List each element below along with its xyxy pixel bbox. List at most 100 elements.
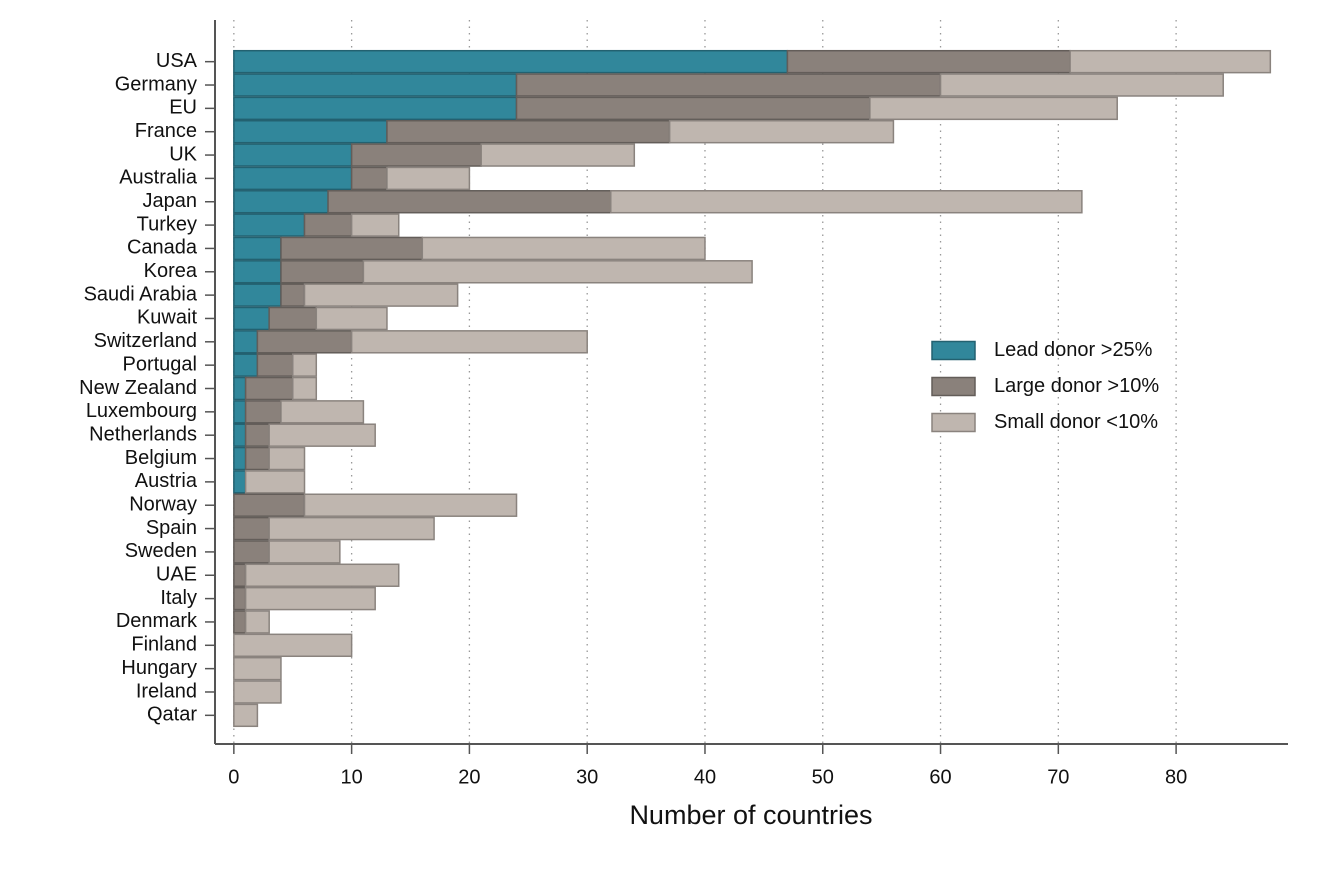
bar-segment bbox=[233, 540, 270, 564]
legend-swatch bbox=[931, 340, 976, 361]
bar-segment bbox=[233, 213, 306, 237]
y-tick-label: USA bbox=[156, 50, 198, 72]
bar-segment bbox=[268, 540, 341, 564]
bar-segment bbox=[233, 516, 270, 541]
bar-segment bbox=[303, 213, 353, 237]
y-tick-label: Kuwait bbox=[137, 307, 197, 329]
y-tick-label: UAE bbox=[156, 564, 197, 586]
bar-segment bbox=[233, 190, 329, 214]
bar-segment bbox=[256, 353, 294, 377]
x-tick-label: 30 bbox=[576, 766, 598, 788]
legend-label: Small donor <10% bbox=[994, 411, 1158, 433]
y-tick-label: Germany bbox=[115, 73, 197, 95]
y-tick-label: Hungary bbox=[121, 657, 197, 679]
y-tick-label: France bbox=[135, 120, 197, 142]
bar-segment bbox=[233, 680, 282, 704]
bar-segment bbox=[291, 376, 318, 401]
bar-segment bbox=[233, 470, 247, 494]
y-tick-label: Qatar bbox=[147, 704, 197, 726]
bar-segment bbox=[244, 446, 270, 471]
x-tick-label: 70 bbox=[1047, 766, 1069, 788]
bar-segment bbox=[233, 493, 306, 517]
bar-segment bbox=[233, 143, 353, 167]
y-tick-label: Portugal bbox=[123, 353, 198, 375]
legend-swatch bbox=[931, 412, 976, 433]
bar-segment bbox=[350, 213, 400, 237]
y-tick-label: Norway bbox=[129, 494, 197, 516]
x-tick-label: 50 bbox=[812, 766, 834, 788]
bar-segment bbox=[233, 330, 259, 354]
bar-segment bbox=[233, 610, 247, 634]
bar-segment bbox=[786, 49, 1071, 74]
bar-segment bbox=[233, 119, 388, 144]
y-tick-label: Canada bbox=[127, 237, 198, 259]
bar-segment bbox=[280, 283, 306, 307]
x-tick-label: 40 bbox=[694, 766, 716, 788]
bar-segment bbox=[421, 236, 706, 261]
bar-segment bbox=[609, 190, 1083, 214]
bar-segment bbox=[233, 563, 247, 587]
bar-segment bbox=[244, 376, 294, 401]
y-tick-label: Denmark bbox=[116, 610, 198, 632]
bar-segment bbox=[386, 119, 671, 144]
bar-segment bbox=[244, 563, 400, 587]
bar-segment bbox=[233, 353, 259, 377]
bar-segment bbox=[869, 96, 1118, 121]
bar-segment bbox=[233, 96, 518, 121]
bar-segment bbox=[280, 260, 365, 284]
legend-label: Lead donor >25% bbox=[994, 339, 1153, 361]
bar-segment bbox=[244, 470, 306, 494]
y-tick-label: Australia bbox=[119, 167, 198, 189]
legend-label: Large donor >10% bbox=[994, 375, 1159, 397]
bar-segment bbox=[233, 49, 789, 74]
bar-segment bbox=[233, 703, 259, 728]
x-tick-label: 20 bbox=[458, 766, 480, 788]
y-tick-label: Switzerland bbox=[94, 330, 197, 352]
bar-segment bbox=[350, 143, 482, 167]
y-tick-label: Spain bbox=[146, 517, 197, 539]
bar-segment bbox=[233, 260, 282, 284]
x-tick-label: 0 bbox=[228, 766, 239, 788]
bar-segment bbox=[268, 306, 318, 331]
bar-segment bbox=[244, 610, 270, 634]
bar-segment bbox=[233, 446, 247, 471]
bar-segment bbox=[244, 400, 282, 424]
y-tick-label: Netherlands bbox=[89, 423, 197, 445]
bar-segment bbox=[233, 586, 247, 611]
bar-segment bbox=[362, 260, 753, 284]
bar-segment bbox=[668, 119, 895, 144]
y-tick-label: UK bbox=[169, 143, 197, 165]
bar-segment bbox=[515, 96, 871, 121]
bar-segment bbox=[268, 516, 435, 541]
legend-swatch bbox=[931, 376, 976, 397]
bar-segment bbox=[233, 283, 282, 307]
y-tick-label: Turkey bbox=[137, 213, 197, 235]
bar-segment bbox=[303, 493, 518, 517]
bar-segment bbox=[939, 73, 1224, 97]
bar-segment bbox=[480, 143, 636, 167]
x-tick-label: 80 bbox=[1165, 766, 1187, 788]
y-tick-label: Italy bbox=[160, 587, 197, 609]
bar-segment bbox=[1069, 49, 1272, 74]
bar-segment bbox=[291, 353, 318, 377]
bar-segment bbox=[233, 656, 282, 681]
bar-segment bbox=[350, 166, 388, 191]
bar-segment bbox=[233, 73, 518, 97]
bar-segment bbox=[244, 586, 376, 611]
bar-segment bbox=[233, 166, 353, 191]
y-tick-label: New Zealand bbox=[79, 377, 197, 399]
bar-segment bbox=[233, 633, 353, 658]
y-tick-label: Sweden bbox=[125, 540, 197, 562]
bar-segment bbox=[256, 330, 353, 354]
bar-segment bbox=[233, 376, 247, 401]
y-tick-label: Austria bbox=[135, 470, 198, 492]
bar-segment bbox=[315, 306, 388, 331]
bar-segment bbox=[233, 423, 247, 447]
y-tick-label: Ireland bbox=[136, 680, 197, 702]
y-tick-label: Saudi Arabia bbox=[84, 283, 198, 305]
y-tick-label: Korea bbox=[144, 260, 198, 282]
bar-segment bbox=[268, 423, 376, 447]
bar-segment bbox=[244, 423, 270, 447]
bar-segment bbox=[233, 236, 282, 261]
